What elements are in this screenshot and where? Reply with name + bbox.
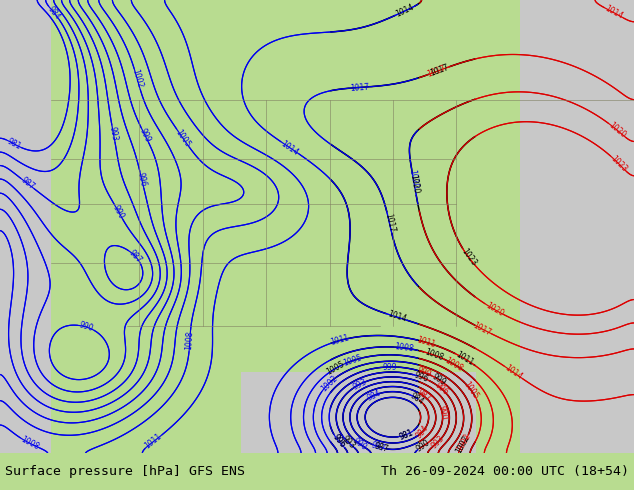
Text: 1017: 1017	[429, 63, 450, 78]
Text: 1014: 1014	[604, 4, 624, 21]
Text: 996: 996	[413, 370, 430, 384]
Text: 1002: 1002	[455, 434, 472, 455]
Text: 1017: 1017	[350, 82, 370, 93]
Text: 981: 981	[398, 428, 415, 441]
Text: 984: 984	[414, 423, 430, 441]
Text: 987: 987	[373, 441, 389, 454]
Text: 1014: 1014	[394, 3, 416, 19]
Text: 1005: 1005	[174, 127, 192, 148]
Text: 990: 990	[415, 438, 432, 454]
Text: 993: 993	[340, 434, 357, 451]
Text: 993: 993	[108, 125, 119, 142]
Text: 990: 990	[436, 404, 448, 420]
Text: 1005: 1005	[342, 353, 363, 368]
Text: 1014: 1014	[503, 363, 524, 382]
Text: 999: 999	[416, 366, 433, 380]
Text: 1020: 1020	[408, 174, 420, 195]
Text: 1005: 1005	[462, 380, 481, 401]
Text: 987: 987	[415, 388, 432, 404]
Bar	[0, 0, 51, 453]
Text: 1011: 1011	[329, 334, 350, 347]
Text: Surface pressure [hPa] GFS ENS: Surface pressure [hPa] GFS ENS	[5, 465, 245, 478]
Text: 996: 996	[433, 381, 450, 397]
Text: 993: 993	[430, 433, 446, 450]
Text: 999: 999	[430, 372, 448, 388]
Text: 1002: 1002	[456, 432, 473, 453]
Text: 984: 984	[46, 4, 62, 21]
Text: 987: 987	[370, 440, 386, 453]
Text: 981: 981	[398, 428, 415, 441]
Text: 1008: 1008	[424, 347, 444, 363]
Text: 1008: 1008	[394, 343, 415, 354]
Text: 984: 984	[408, 391, 425, 406]
Text: 990: 990	[78, 320, 94, 333]
Text: 981: 981	[5, 137, 22, 151]
Text: Th 26-09-2024 00:00 UTC (18+54): Th 26-09-2024 00:00 UTC (18+54)	[381, 465, 629, 478]
Text: 1011: 1011	[143, 432, 164, 451]
Text: 996: 996	[136, 172, 148, 188]
Text: 1008: 1008	[443, 356, 465, 373]
Text: 999: 999	[138, 127, 152, 144]
Bar	[520, 0, 634, 453]
Text: 987: 987	[19, 175, 36, 192]
Text: 1020: 1020	[484, 301, 505, 318]
Text: 1014: 1014	[386, 310, 407, 324]
Text: 990: 990	[351, 436, 368, 452]
Text: 1002: 1002	[130, 69, 144, 90]
Text: 984: 984	[365, 389, 382, 403]
Text: 993: 993	[351, 377, 368, 392]
Text: 1008: 1008	[184, 331, 195, 350]
Text: 996: 996	[331, 433, 347, 450]
Text: 1002: 1002	[319, 373, 339, 393]
Text: 1017: 1017	[425, 64, 447, 79]
Polygon shape	[241, 371, 476, 453]
Text: 1005: 1005	[325, 360, 346, 377]
Text: 990: 990	[111, 203, 126, 220]
Text: 1014: 1014	[280, 139, 301, 157]
Text: 1011: 1011	[454, 350, 475, 368]
Text: 999: 999	[382, 362, 397, 371]
Text: 1023: 1023	[460, 247, 478, 268]
Text: 1017: 1017	[471, 320, 492, 337]
Text: 1008: 1008	[19, 435, 41, 452]
Text: 1020: 1020	[607, 121, 628, 140]
Text: 987: 987	[127, 248, 143, 265]
Text: 1017: 1017	[383, 212, 396, 233]
Text: 1020: 1020	[407, 169, 420, 189]
Text: 1011: 1011	[416, 336, 437, 349]
Text: 1023: 1023	[609, 153, 628, 173]
Text: 996: 996	[331, 433, 347, 450]
Polygon shape	[520, 0, 634, 453]
